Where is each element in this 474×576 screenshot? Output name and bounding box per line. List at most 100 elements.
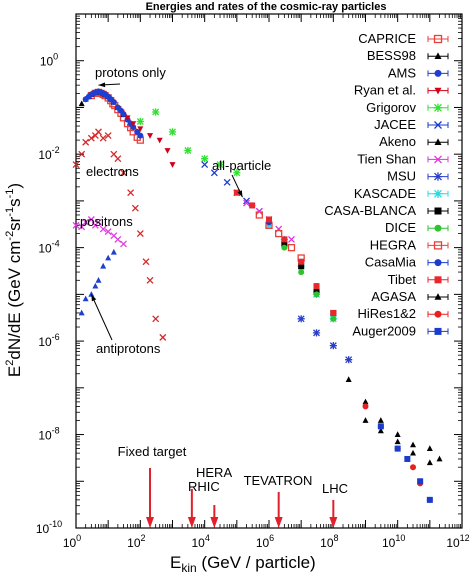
annotation-label: electrons [86,164,139,179]
data-point [201,155,209,163]
data-point [110,248,117,255]
legend-marker [434,138,442,145]
annotation-arrowhead [98,82,106,88]
legend-entry: DICE [385,220,449,235]
x-tick-label: 100 [63,533,81,550]
data-point [78,309,85,316]
legend-marker [433,189,443,198]
legend-marker [433,172,443,181]
data-point [377,427,384,434]
annotation-label: all-particle [212,158,271,173]
legend-marker [434,259,442,267]
data-point [281,236,288,243]
data-point [313,291,320,298]
data-point [265,221,273,229]
data-point [120,169,127,177]
legend-label: CASA-BLANCA [324,203,416,218]
accelerator-label: LHC [322,481,348,496]
data-point [159,333,167,341]
data-point [298,258,305,265]
data-point [131,204,139,212]
data-point [243,197,250,205]
series-ams [82,88,144,139]
series-casa-blanca [281,240,337,316]
accelerator-label: RHIC [188,479,220,494]
data-point [82,218,90,226]
legend-entry: Auger2009 [352,323,449,338]
y-tick-label: 10-4 [38,239,59,256]
data-point [410,441,417,448]
data-point [362,417,369,423]
data-point [345,376,352,382]
legend-marker [434,327,442,335]
data-point [156,137,163,144]
data-point [287,243,296,252]
legend-entry: JACEE [374,117,449,132]
data-point [142,258,150,266]
data-point [184,146,192,155]
annotation-arrowhead [237,190,243,198]
series-auger2009 [377,423,433,503]
data-point [281,244,288,251]
legend-label: Tibet [388,272,417,287]
data-point [249,202,256,209]
data-point [95,218,102,226]
data-point [298,263,305,270]
legend-entry: Ryan et al. [354,83,449,98]
data-point [410,464,417,471]
data-point [72,221,80,229]
data-point [233,189,240,196]
legend-label: CAPRICE [358,31,416,46]
series-dice [281,244,337,322]
data-point [297,315,305,323]
y-tick-label: 10-10 [36,519,62,536]
legend-marker [434,155,442,164]
series-grigorov [136,108,241,177]
accelerator-label: Fixed target [118,444,187,459]
legend-entry: HiRes1&2 [357,306,449,321]
axis-ticks-group: 100 102 104 106 108 1010 1012 100 10-2 10-4 10-6 10… [36,13,470,550]
data-point [104,228,112,236]
legend-marker [434,121,442,129]
legend-marker [433,103,443,112]
accelerator-arrow-head [146,517,155,528]
legend-label: BESS98 [367,48,416,63]
legend-marker [434,69,442,77]
accelerator-arrow-head [329,517,338,528]
annotation-arrowhead [91,294,97,302]
data-point [362,398,369,405]
legend-entry: Tien Shan [357,151,449,166]
legend-label: Tien Shan [357,151,416,166]
data-point [152,108,160,116]
series-unnamed-19 [72,216,127,248]
legend-marker [434,87,442,95]
legend-entry: Akeno [379,134,449,149]
legend-entry: Tibet [388,272,449,287]
y-tick-label: 100 [40,52,58,69]
legend-label: HiRes1&2 [357,306,416,321]
legend-label: HEGRA [370,237,417,252]
y-tick-label: 10-8 [38,426,59,443]
data-point [426,459,433,466]
legend-entry: MSU [387,169,449,184]
legend-entry: BESS98 [367,48,449,63]
legend-label: Ryan et al. [354,83,416,98]
annotation-label: protons only [95,65,166,80]
data-point [78,100,85,107]
data-point [169,162,176,168]
x-tick-label: 1010 [382,533,405,550]
data-point [362,403,369,410]
data-point [210,169,218,177]
data-point [164,148,171,154]
data-point [95,276,102,283]
legend-marker [434,276,442,284]
legend-entry: CASA-BLANCA [324,203,449,218]
data-point [233,169,241,177]
data-point [275,229,283,238]
data-point [105,254,112,261]
data-point [124,115,131,122]
series-agasa [345,376,443,462]
data-point [404,455,411,462]
legend-entry: Grigorov [366,100,449,115]
accelerator-label: HERA [196,465,232,480]
